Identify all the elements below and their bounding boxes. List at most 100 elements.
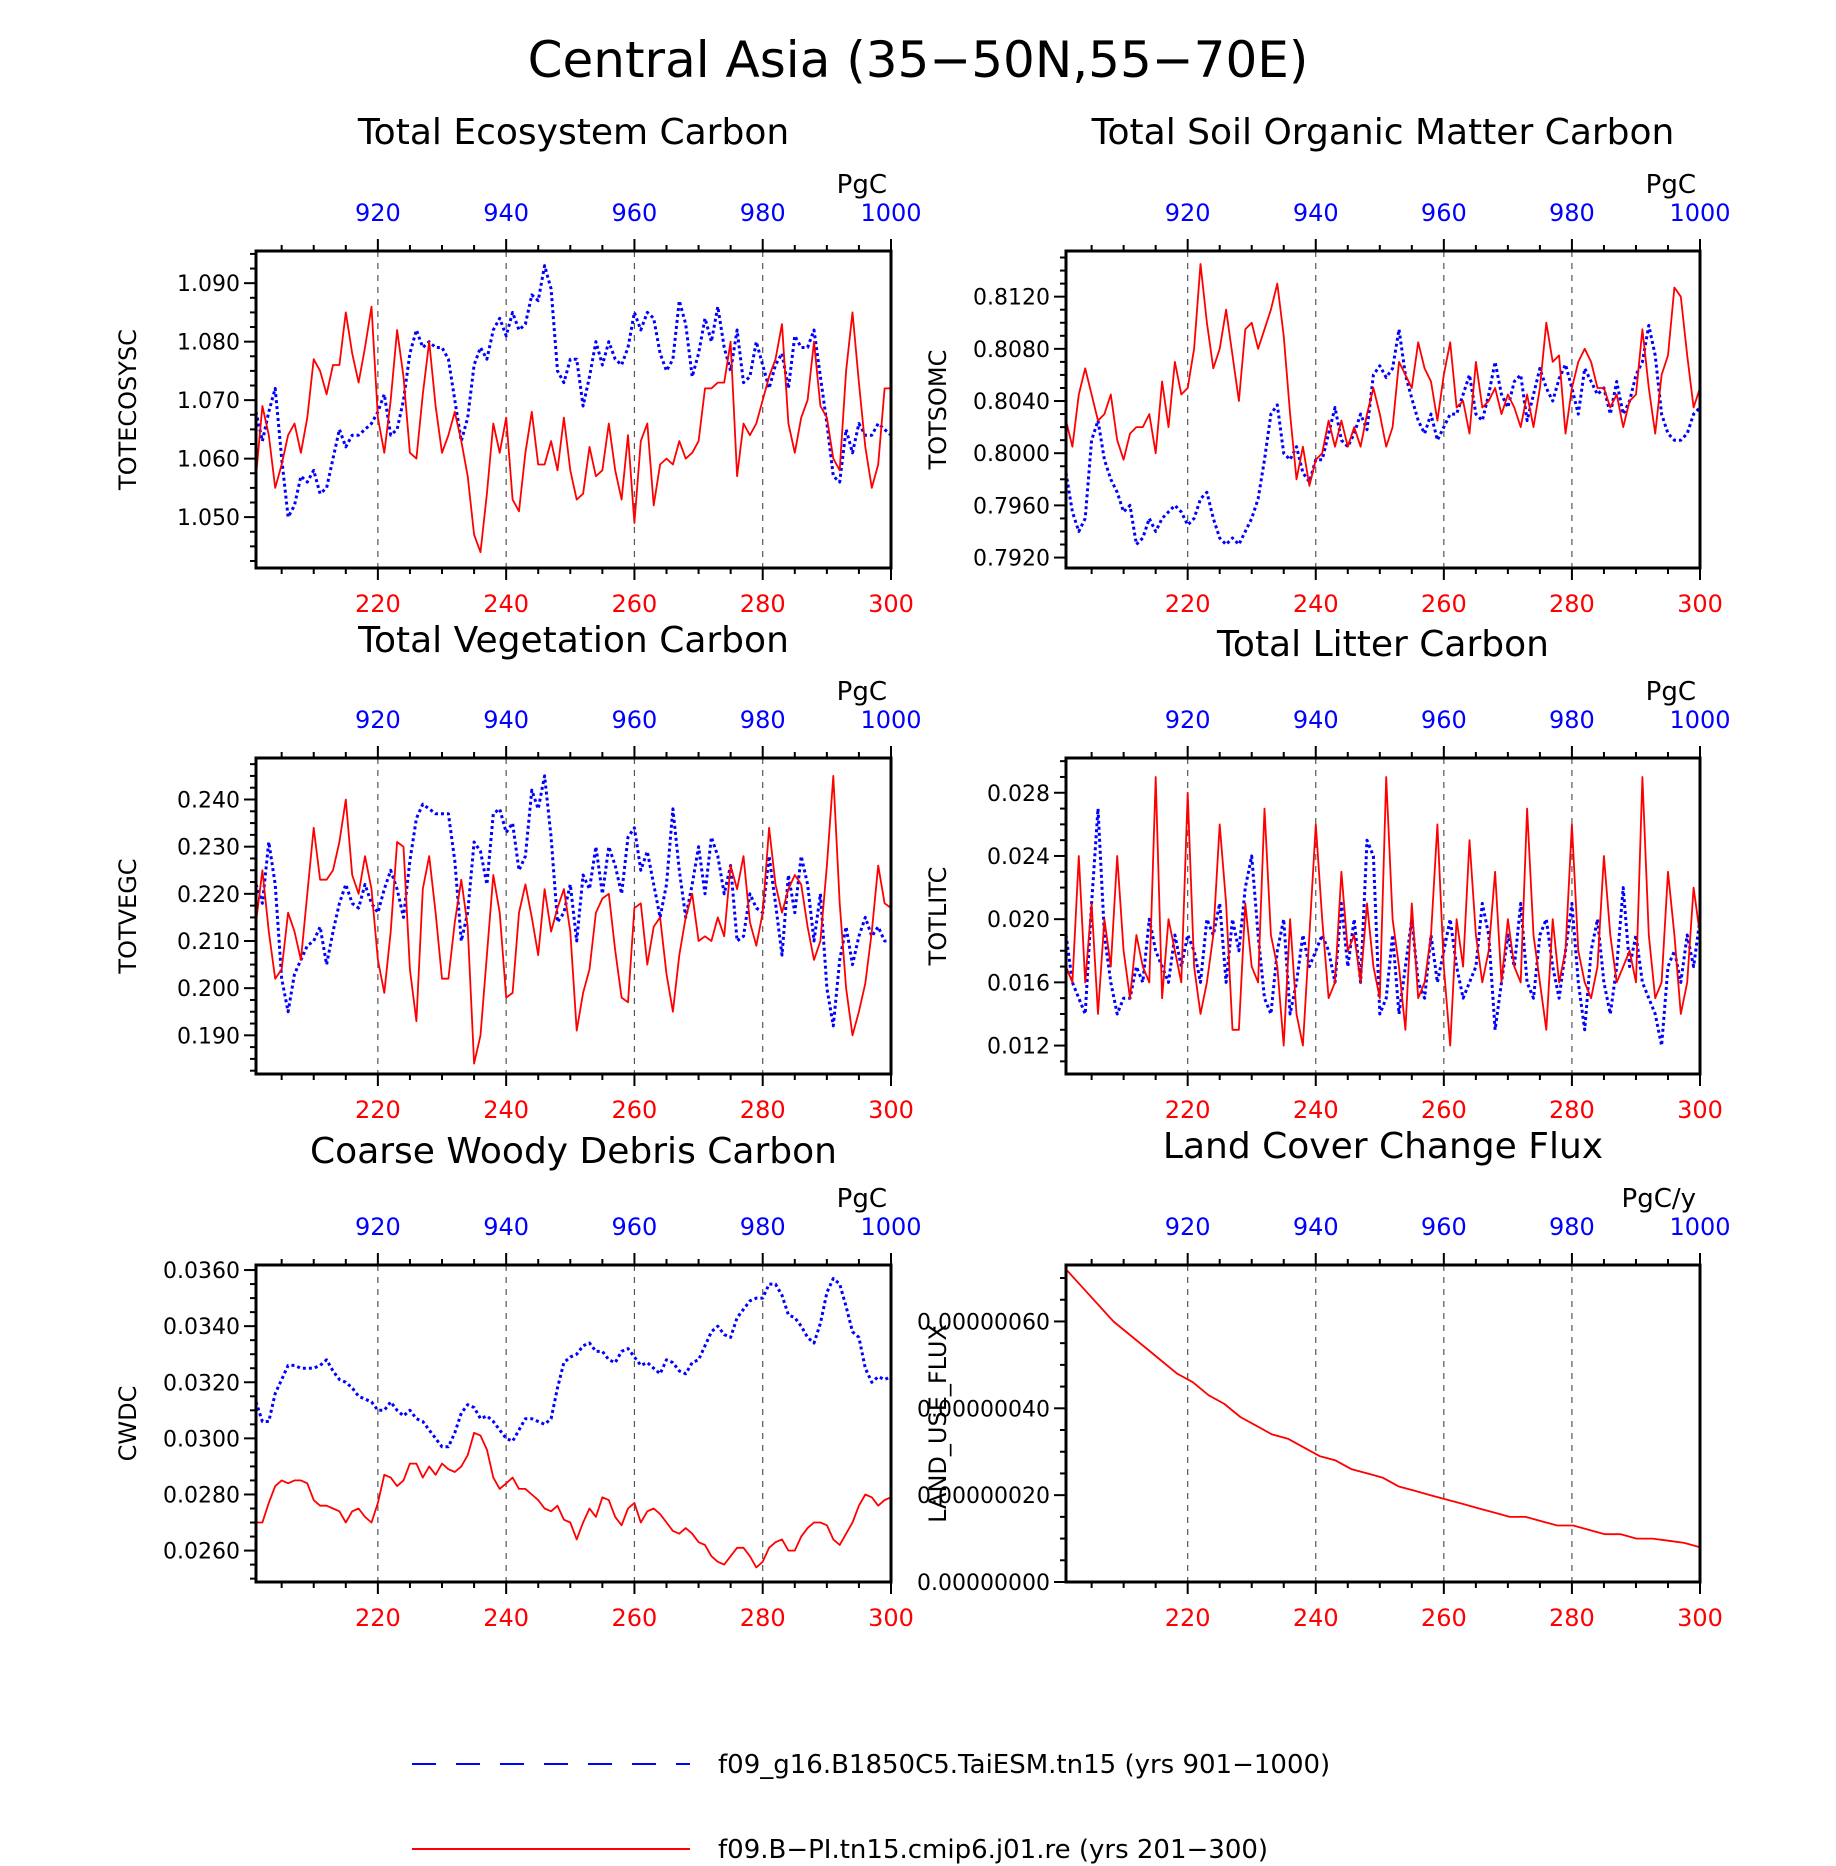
x-tick-label-top: 1000 [1669, 1213, 1730, 1241]
x-tick-label-bottom: 300 [868, 1096, 914, 1124]
x-tick-label-top: 1000 [860, 706, 921, 734]
x-tick-label-bottom: 220 [355, 1096, 401, 1124]
panel-title: Coarse Woody Debris Carbon [310, 1131, 837, 1172]
y-tick-label: 0.0340 [163, 1315, 240, 1340]
legend: f09_g16.B1850C5.TaiESM.tn15 (yrs 901−100… [412, 1750, 1330, 1865]
x-tick-label-bottom: 280 [1549, 590, 1595, 618]
y-tick-label: 0.230 [177, 836, 240, 861]
series-line-case1 [254, 1277, 892, 1449]
x-tick-label-top: 960 [612, 1213, 658, 1241]
x-tick-label-top: 1000 [1669, 706, 1730, 734]
legend-label-case1: f09_g16.B1850C5.TaiESM.tn15 (yrs 901−100… [718, 1750, 1330, 1780]
y-tick-label: 0.8040 [973, 390, 1050, 415]
units-label: PgC [837, 1184, 887, 1214]
x-tick-label-top: 940 [1293, 706, 1339, 734]
y-axis-label: TOTVEGC [114, 858, 142, 974]
y-tick-label: 0.0360 [163, 1259, 240, 1284]
x-tick-label-bottom: 220 [1165, 1604, 1211, 1632]
x-tick-label-bottom: 280 [740, 590, 786, 618]
panel-title: Total Ecosystem Carbon [357, 112, 789, 153]
y-tick-label: 1.090 [177, 272, 240, 297]
y-tick-label: 0.00000060 [917, 1310, 1050, 1335]
x-tick-label-bottom: 300 [868, 590, 914, 618]
x-tick-label-bottom: 280 [740, 1096, 786, 1124]
x-tick-label-bottom: 240 [483, 1604, 529, 1632]
x-tick-label-bottom: 260 [612, 1096, 658, 1124]
x-tick-label-top: 940 [1293, 199, 1339, 227]
chart-panels: Total Ecosystem Carbon PgC TOTECOSYSC 1.050… [114, 112, 1731, 1632]
x-tick-label-top: 1000 [860, 199, 921, 227]
x-tick-label-top: 980 [1549, 706, 1595, 734]
plot-frame [254, 756, 893, 1076]
x-tick-label-bottom: 280 [1549, 1604, 1595, 1632]
x-tick-label-top: 980 [1549, 199, 1595, 227]
x-tick-label-bottom: 220 [355, 1604, 401, 1632]
x-tick-label-top: 980 [740, 199, 786, 227]
y-tick-label: 1.080 [177, 331, 240, 356]
x-tick-label-top: 920 [355, 199, 401, 227]
y-tick-label: 1.050 [177, 506, 240, 531]
x-tick-label-top: 980 [1549, 1213, 1595, 1241]
panel-title: Total Vegetation Carbon [357, 620, 789, 661]
chart-panel-3: Total Vegetation Carbon PgC TOTVEGC 0.190 0.… [114, 620, 922, 1124]
x-tick-label-top: 920 [1165, 199, 1211, 227]
y-tick-label: 0.0320 [163, 1371, 240, 1396]
series-line-case2 [1065, 776, 1701, 1047]
y-tick-label: 0.020 [987, 908, 1050, 933]
panel-title: Total Litter Carbon [1216, 624, 1549, 665]
x-tick-label-bottom: 260 [612, 1604, 658, 1632]
x-tick-label-bottom: 300 [1677, 1096, 1723, 1124]
series-line-case1 [1064, 807, 1702, 1048]
x-tick-label-bottom: 240 [483, 590, 529, 618]
chart-panel-6: Land Cover Change Flux PgC/y LAND_USE_FLUX… [917, 1126, 1731, 1632]
series-line-case2 [1065, 263, 1701, 487]
y-tick-label: 1.070 [177, 389, 240, 414]
y-tick-label: 0.240 [177, 789, 240, 814]
x-tick-label-bottom: 240 [1293, 1604, 1339, 1632]
plot-frame [254, 1263, 893, 1584]
y-tick-label: 0.7920 [973, 547, 1050, 572]
x-tick-label-top: 920 [1165, 706, 1211, 734]
x-tick-label-top: 1000 [860, 1213, 921, 1241]
chart-panel-1: Total Ecosystem Carbon PgC TOTECOSYSC 1.050… [114, 112, 922, 618]
x-tick-label-bottom: 240 [483, 1096, 529, 1124]
series-line-case2 [255, 775, 892, 1065]
series-line-case2 [256, 1431, 892, 1569]
x-tick-label-top: 960 [1421, 199, 1467, 227]
plot-frame [1064, 756, 1702, 1076]
series-line-case2 [255, 305, 891, 554]
x-tick-label-top: 940 [483, 706, 529, 734]
x-tick-label-top: 920 [355, 706, 401, 734]
x-tick-label-bottom: 260 [1421, 1604, 1467, 1632]
panel-title: Total Soil Organic Matter Carbon [1091, 112, 1675, 153]
series-line-case1 [254, 774, 891, 1028]
figure-title: Central Asia (35−50N,55−70E) [528, 31, 1309, 89]
series-line-case1 [254, 264, 893, 519]
x-tick-label-bottom: 220 [1165, 1096, 1211, 1124]
chart-panel-4: Total Litter Carbon PgC TOTLITC 0.012 0.016 0… [924, 624, 1731, 1124]
y-tick-label: 0.200 [177, 977, 240, 1002]
y-tick-label: 0.00000000 [917, 1571, 1050, 1596]
x-tick-label-top: 920 [355, 1213, 401, 1241]
x-tick-label-top: 940 [1293, 1213, 1339, 1241]
y-axis-label: LAND_USE_FLUX [924, 1324, 952, 1523]
x-tick-label-top: 960 [1421, 1213, 1467, 1241]
legend-label-case2: f09.B−PI.tn15.cmip6.j01.re (yrs 201−300) [718, 1835, 1268, 1865]
x-tick-label-top: 980 [740, 706, 786, 734]
chart-panel-2: Total Soil Organic Matter Carbon PgC TOTSO… [924, 112, 1731, 618]
y-axis-label: CWDC [114, 1386, 142, 1462]
x-tick-label-bottom: 300 [1677, 590, 1723, 618]
x-tick-label-bottom: 240 [1293, 1096, 1339, 1124]
units-label: PgC [1646, 677, 1696, 707]
x-tick-label-bottom: 260 [612, 590, 658, 618]
y-tick-label: 1.060 [177, 448, 240, 473]
units-label: PgC [1646, 170, 1696, 200]
x-tick-label-top: 960 [612, 199, 658, 227]
y-tick-label: 0.7960 [973, 494, 1050, 519]
x-tick-label-bottom: 240 [1293, 590, 1339, 618]
plot-frame [254, 249, 893, 570]
plot-frame [1064, 249, 1702, 570]
y-axis-label: TOTSOMC [924, 350, 952, 471]
y-tick-label: 0.0280 [163, 1483, 240, 1508]
